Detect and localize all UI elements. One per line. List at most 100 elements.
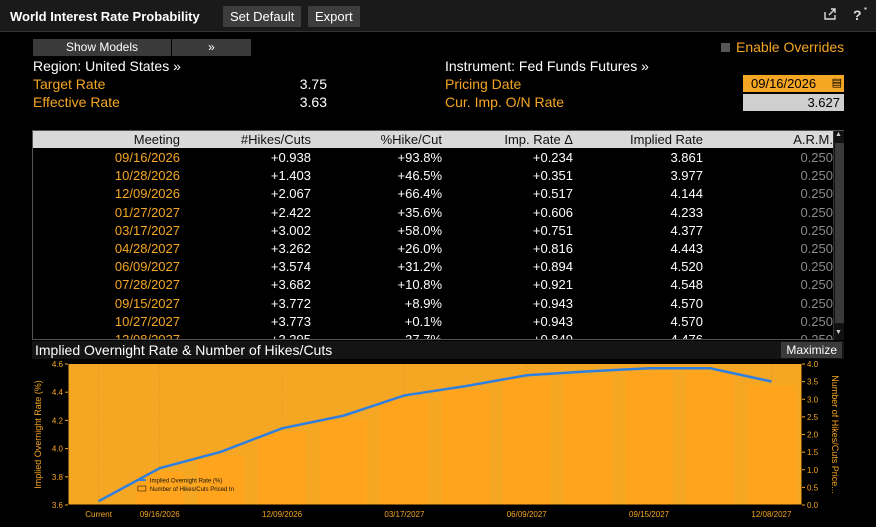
table-row[interactable]: 12/09/2026 +2.067 +66.4% +0.517 4.144 0.250 [33, 186, 843, 204]
cell-implied-rate: 4.570 [670, 295, 703, 311]
cell-implied-rate: 3.861 [670, 150, 703, 165]
cell-implied-rate: 4.233 [670, 204, 703, 220]
cell-implied-rate: 3.977 [670, 168, 703, 184]
hikes-bar [380, 399, 429, 505]
right-tick-label: 3.0 [807, 395, 819, 404]
hikes-bar [258, 432, 306, 505]
col-header-arm[interactable]: A.R.M. [793, 132, 833, 147]
scroll-up-icon[interactable]: ▲ [835, 131, 842, 138]
table-row[interactable]: 09/16/2026 +0.938 +93.8% +0.234 3.861 0.250 [33, 150, 843, 168]
cell-pct-hike-cut: +26.0% [397, 241, 442, 256]
x-tick-label: Current [85, 510, 112, 519]
cell-pct-hike-cut: +58.0% [397, 222, 442, 238]
col-header-implied-rate[interactable]: Implied Rate [630, 132, 703, 147]
cell-implied-rate: 4.377 [670, 222, 703, 238]
cur-imp-rate-input[interactable]: 3.627 [743, 94, 844, 111]
expand-models-button[interactable]: » [172, 39, 251, 56]
cell-arm: 0.250 [800, 168, 833, 184]
table-row[interactable]: 09/15/2027 +3.772 +8.9% +0.943 4.570 0.250 [33, 295, 843, 314]
col-header-hikes-cuts[interactable]: #Hikes/Cuts [240, 132, 311, 147]
cell-imp-rate-delta: +0.921 [532, 277, 573, 293]
share-icon[interactable] [823, 7, 837, 24]
right-axis-label: Number of Hikes/Cuts Price... [830, 375, 840, 494]
table-row[interactable]: 10/27/2027 +3.773 +0.1% +0.943 4.570 0.250 [33, 313, 843, 332]
cell-hikes-cuts: +3.682 [270, 277, 311, 293]
left-tick-label: 4.6 [52, 360, 64, 369]
cell-imp-rate-delta: +0.943 [532, 313, 573, 329]
cell-hikes-cuts: +3.773 [270, 313, 311, 329]
help-icon[interactable]: ? [853, 7, 862, 23]
cell-arm: 0.250 [800, 222, 833, 238]
cell-implied-rate: 4.520 [670, 259, 703, 275]
checkbox-icon[interactable] [721, 43, 730, 52]
cell-meeting: 09/15/2027 [114, 295, 180, 311]
effective-rate-value: 3.63 [299, 94, 327, 110]
table-row[interactable]: 01/27/2027 +2.422 +35.6% +0.606 4.233 0.250 [33, 204, 843, 223]
export-button[interactable]: Export [308, 6, 360, 27]
cell-arm: 0.250 [800, 313, 833, 329]
table-row[interactable]: 04/28/2027 +3.262 +26.0% +0.816 4.443 0.250 [33, 241, 843, 259]
cell-pct-hike-cut: +0.1% [404, 313, 442, 329]
maximize-button[interactable]: Maximize [781, 342, 842, 358]
right-tick-label: 4.0 [807, 360, 819, 369]
cell-hikes-cuts: +3.772 [270, 295, 311, 311]
col-header-pct-hike-cut[interactable]: %Hike/Cut [380, 132, 442, 147]
left-axis-label: Implied Overnight Rate (%) [33, 380, 43, 489]
hikes-bar [686, 372, 735, 505]
table-scrollbar[interactable]: ▲ ▼ [833, 131, 844, 340]
table-row[interactable]: 10/28/2026 +1.403 +46.5% +0.351 3.977 0.250 [33, 168, 843, 186]
cell-pct-hike-cut: -37.7% [400, 332, 442, 340]
right-tick-label: 3.5 [807, 378, 819, 387]
title-bar: World Interest Rate Probability Set Defa… [0, 0, 876, 32]
cell-hikes-cuts: +3.574 [270, 259, 311, 275]
cell-imp-rate-delta: +0.517 [532, 186, 573, 202]
table-row[interactable]: 07/28/2027 +3.682 +10.8% +0.921 4.548 0.250 [33, 277, 843, 295]
cell-arm: 0.250 [800, 332, 833, 340]
cell-meeting: 03/17/2027 [114, 222, 180, 238]
cell-meeting: 10/27/2027 [114, 313, 180, 329]
cell-imp-rate-delta: +0.816 [532, 241, 573, 256]
pricing-date-input[interactable]: 09/16/2026 ▤ [743, 75, 844, 92]
col-header-meeting[interactable]: Meeting [133, 132, 180, 147]
cell-meeting: 01/27/2027 [114, 204, 180, 220]
scrollbar-thumb[interactable] [835, 143, 844, 323]
hikes-bar [441, 390, 490, 505]
x-tick-label: 12/08/2027 [751, 510, 792, 519]
region-selector[interactable]: Region: United States » [33, 58, 181, 74]
cell-hikes-cuts: +3.395 [270, 332, 311, 340]
enable-overrides-checkbox[interactable]: Enable Overrides [721, 39, 844, 55]
table-row[interactable]: 06/09/2027 +3.574 +31.2% +0.894 4.520 0.250 [33, 259, 843, 277]
plot-area [68, 364, 802, 505]
legend-bar-swatch [137, 485, 147, 492]
cell-arm: 0.250 [800, 186, 833, 202]
right-tick-label: 1.0 [807, 466, 819, 475]
show-models-button[interactable]: Show Models [33, 39, 171, 56]
cell-implied-rate: 4.443 [670, 241, 703, 256]
table-row[interactable]: 03/17/2027 +3.002 +58.0% +0.751 4.377 0.250 [33, 222, 843, 241]
table-row[interactable]: 12/08/2027 +3.395 -37.7% +0.849 4.476 0.250 [33, 332, 843, 340]
set-default-button[interactable]: Set Default [223, 6, 302, 27]
x-tick-label: 09/15/2027 [629, 510, 670, 519]
scroll-down-icon[interactable]: ▼ [835, 329, 842, 336]
dropdown-dot-icon[interactable]: ▪ [864, 4, 867, 13]
rate-chart[interactable]: 3.6 3.8 4.0 4.2 4.4 4.6 0.0 0.5 1.0 1.5 2.0 2.5 3.0 3… [32, 360, 844, 527]
cell-imp-rate-delta: +0.943 [532, 295, 573, 311]
x-tick-label: 12/09/2026 [262, 510, 303, 519]
chart-header: Implied Overnight Rate & Number of Hikes… [32, 341, 844, 359]
cell-implied-rate: 4.144 [670, 186, 703, 202]
cell-implied-rate: 4.476 [670, 332, 703, 340]
instrument-selector[interactable]: Instrument: Fed Funds Futures » [445, 58, 649, 74]
calendar-icon[interactable]: ▤ [831, 77, 842, 89]
right-tick-label: 0.5 [807, 483, 819, 492]
cell-meeting: 04/28/2027 [114, 241, 180, 256]
table-header: Meeting #Hikes/Cuts %Hike/Cut Imp. Rate … [33, 131, 843, 148]
cur-imp-rate-label: Cur. Imp. O/N Rate [445, 94, 565, 110]
legend-bar-label: Number of Hikes/Cuts Priced In [150, 487, 234, 493]
legend-line-label: Implied Overnight Rate (%) [150, 479, 222, 485]
col-header-imp-rate-delta[interactable]: Imp. Rate Δ [504, 132, 573, 147]
cell-implied-rate: 4.570 [670, 313, 703, 329]
hikes-bar [564, 375, 612, 505]
enable-overrides-label: Enable Overrides [736, 39, 845, 55]
cell-hikes-cuts: +1.403 [270, 168, 311, 184]
x-tick-label: 09/16/2026 [140, 510, 181, 519]
